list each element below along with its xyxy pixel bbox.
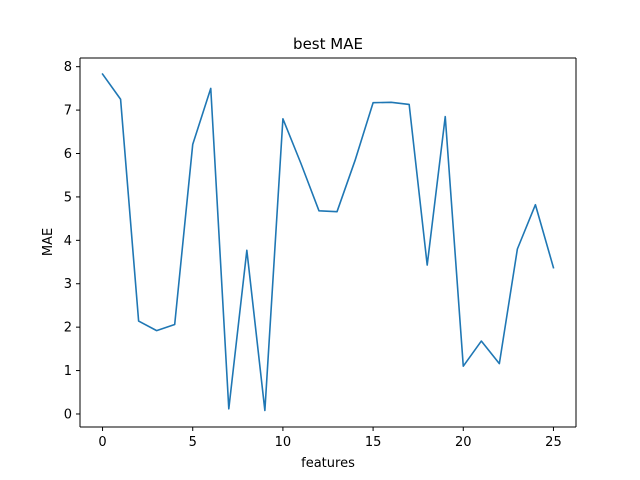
y-tick-label: 1: [64, 364, 72, 379]
y-tick-label: 8: [64, 60, 72, 75]
x-tick-label: 5: [189, 435, 197, 450]
x-tick-label: 15: [365, 435, 382, 450]
y-tick-label: 3: [64, 277, 72, 292]
y-tick-label: 4: [64, 234, 72, 249]
y-tick-label: 5: [64, 190, 72, 205]
x-tick-label: 10: [275, 435, 292, 450]
x-tick-label: 20: [455, 435, 472, 450]
x-axis-label: features: [301, 456, 355, 471]
x-tick-label: 25: [545, 435, 562, 450]
chart-title: best MAE: [293, 35, 363, 53]
y-axis-label: MAE: [41, 228, 56, 256]
plot-area: 0 5 10 15 20 25 0 1 2 3 4 5 6 7 8: [64, 57, 577, 450]
y-tick-label: 2: [64, 321, 72, 336]
y-tick-label: 7: [64, 104, 72, 119]
y-tick-label: 6: [64, 147, 72, 162]
x-tick-label: 0: [98, 435, 106, 450]
series-line-0: [101, 72, 555, 412]
y-tick-label: 0: [64, 407, 72, 422]
